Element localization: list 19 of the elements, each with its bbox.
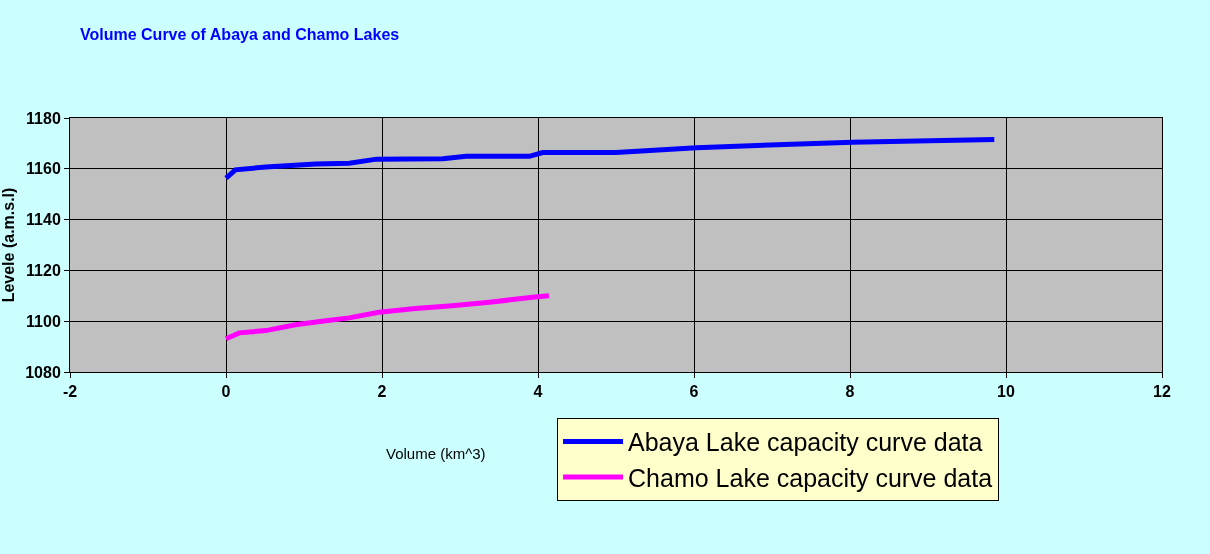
x-axis-title: Volume (km^3) <box>386 445 486 462</box>
x-tick-label: 12 <box>1153 383 1171 401</box>
legend-label: Chamo Lake capacity curve data <box>628 463 993 492</box>
y-tick-label: 1140 <box>26 211 61 229</box>
x-tick-label: 6 <box>689 383 699 401</box>
x-tick-label: 4 <box>533 383 543 401</box>
x-tick-label: 0 <box>221 383 231 401</box>
x-tick-label: -2 <box>62 383 78 401</box>
x-tick-label: 10 <box>997 383 1015 401</box>
y-tick-label: 1160 <box>26 160 61 178</box>
y-axis-title: Levele (a.m.s.l) <box>0 187 17 303</box>
y-tick-label: 1080 <box>25 363 61 381</box>
chart-title: Volume Curve of Abaya and Chamo Lakes <box>80 25 400 43</box>
legend-label: Abaya Lake capacity curve data <box>628 428 983 457</box>
x-tick-label: 2 <box>377 383 387 401</box>
y-tick-label: 1100 <box>26 312 61 330</box>
y-tick-label: 1120 <box>26 262 61 279</box>
x-tick-label: 8 <box>845 383 855 401</box>
y-tick-label: 1180 <box>26 109 61 127</box>
